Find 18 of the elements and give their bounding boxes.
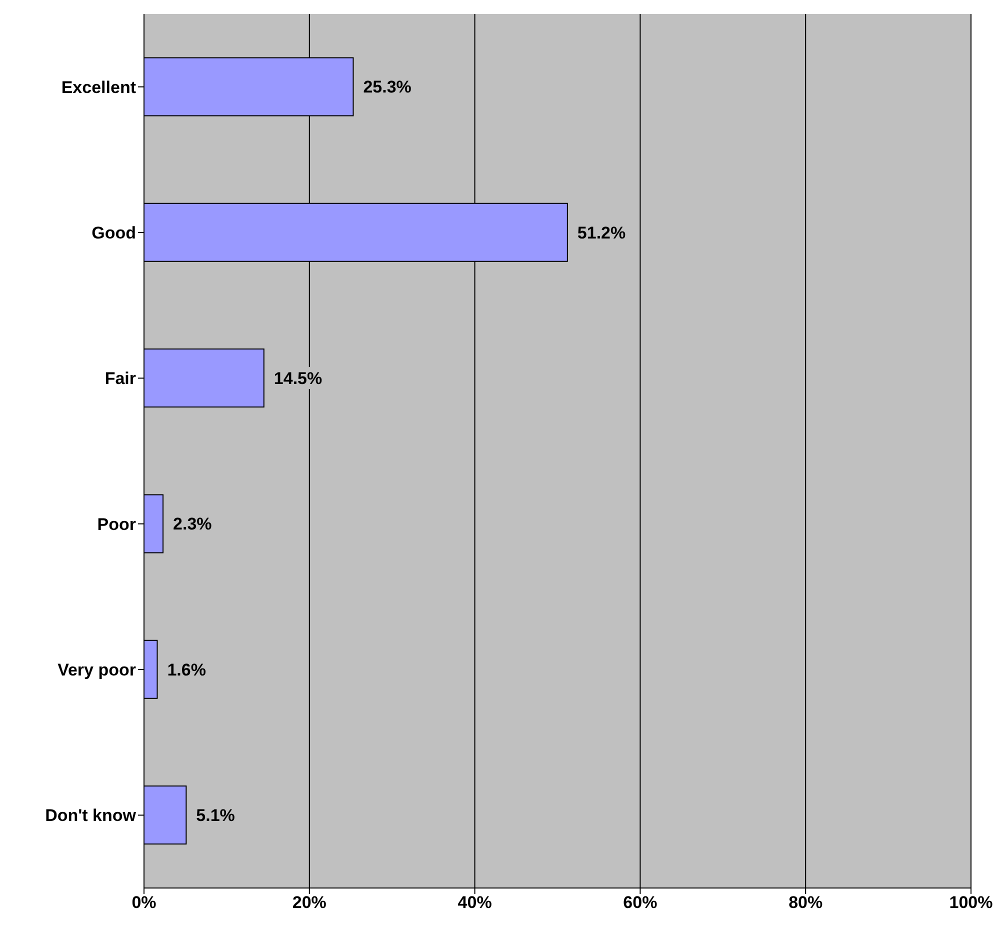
data-label: 25.3% bbox=[363, 78, 412, 97]
x-tick-label: 80% bbox=[788, 893, 823, 912]
x-tick-label: 100% bbox=[949, 893, 993, 912]
x-tick-label: 60% bbox=[623, 893, 658, 912]
data-label: 51.2% bbox=[577, 223, 626, 242]
x-tick-label: 0% bbox=[132, 893, 156, 912]
y-tick-label: Fair bbox=[104, 369, 136, 388]
data-label: 14.5% bbox=[274, 368, 322, 388]
x-tick-label: 20% bbox=[292, 893, 326, 912]
x-tick-label: 40% bbox=[458, 893, 492, 912]
y-tick-label: Very poor bbox=[58, 660, 136, 680]
y-tick-label: Don't know bbox=[45, 806, 137, 826]
y-tick-label: Poor bbox=[97, 514, 136, 534]
y-tick-label: Good bbox=[92, 224, 136, 243]
data-label: 5.1% bbox=[196, 806, 235, 825]
y-tick-label: Excellent bbox=[61, 78, 136, 97]
data-label: 2.3% bbox=[173, 514, 212, 534]
data-label: 1.6% bbox=[167, 660, 206, 680]
